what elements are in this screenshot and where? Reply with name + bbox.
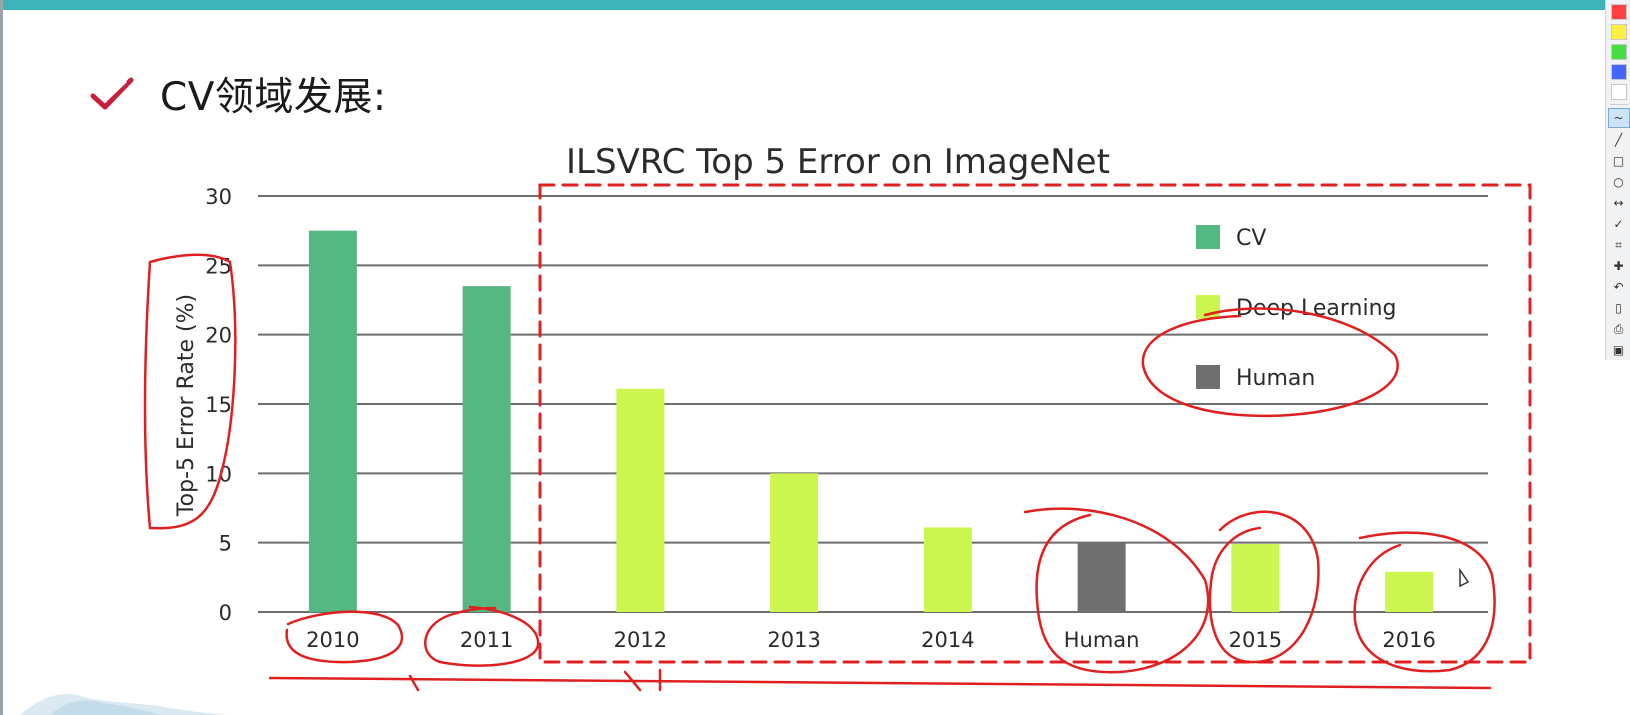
print-tool-icon[interactable]: ⎙ bbox=[1613, 321, 1624, 336]
ylabel-circle-annotation bbox=[143, 253, 237, 530]
slide-accent-bar bbox=[0, 0, 1605, 10]
circle-2016-annotation bbox=[1353, 531, 1496, 673]
x-tick-label: 2015 bbox=[1229, 628, 1282, 652]
line-tool-icon[interactable]: ╱ bbox=[1614, 133, 1623, 147]
rectangle-tool-icon[interactable]: □ bbox=[1612, 154, 1625, 168]
color-swatch-4[interactable] bbox=[1610, 84, 1627, 100]
ellipse-tool-icon[interactable]: ○ bbox=[1613, 175, 1624, 189]
y-tick-label: 0 bbox=[219, 601, 232, 625]
grid-lines bbox=[258, 195, 1488, 613]
move-tool-icon[interactable]: ✚ bbox=[1613, 259, 1624, 273]
y-axis-label: Top-5 Error Rate (%) bbox=[174, 294, 199, 517]
handwritten-annotations bbox=[143, 183, 1532, 692]
window-left-edge bbox=[0, 0, 3, 715]
bar-2015 bbox=[1231, 544, 1280, 612]
bar-2011 bbox=[462, 286, 511, 612]
y-tick-label: 30 bbox=[205, 185, 232, 209]
legend-swatch bbox=[1196, 225, 1220, 249]
circle-human-annotation bbox=[1023, 507, 1210, 674]
x-tick-label: 2014 bbox=[921, 628, 974, 652]
cursor-arrow-annotation bbox=[1459, 567, 1470, 588]
bottom-decoration bbox=[20, 694, 230, 715]
x-tick-label: Human bbox=[1064, 628, 1140, 652]
bar-2014 bbox=[923, 527, 972, 612]
bar-2012 bbox=[616, 388, 665, 612]
legend-label: Human bbox=[1236, 366, 1315, 391]
check-tool-icon[interactable]: ✓ bbox=[1613, 217, 1624, 231]
crop-tool-icon[interactable]: ⌗ bbox=[1615, 237, 1622, 252]
dashed-highlight-box bbox=[538, 183, 1532, 664]
x-tick-label: 2016 bbox=[1382, 628, 1435, 652]
arrow-tool-icon[interactable]: ↔ bbox=[1613, 196, 1624, 210]
bar-2013 bbox=[770, 473, 819, 612]
undo-tool-icon[interactable]: ↶ bbox=[1613, 280, 1624, 294]
legend-label: CV bbox=[1236, 226, 1266, 251]
toolbar-separator bbox=[1609, 104, 1628, 105]
x-tick-label: 2010 bbox=[306, 628, 359, 652]
bottom-underline-annotation bbox=[268, 676, 1492, 690]
x-tick-label: 2011 bbox=[460, 628, 513, 652]
legend-swatch bbox=[1196, 365, 1220, 389]
circle-2011-annotation bbox=[424, 605, 540, 667]
new-page-tool-icon[interactable]: ▯ bbox=[1615, 301, 1622, 315]
annotation-toolbar: ~ ╱ □ ○ ↔ ✓ ⌗ ✚ ↶ ▯ ⎙ ▣ bbox=[1605, 0, 1630, 360]
freehand-tool-icon[interactable]: ~ bbox=[1607, 108, 1630, 128]
y-tick-label: 15 bbox=[205, 393, 232, 417]
screenshot-tool-icon[interactable]: ▣ bbox=[1612, 343, 1625, 357]
x-axis-ticks: 2010 2011 2012 2013 2014 Human 2015 2016 bbox=[306, 628, 1436, 652]
bars bbox=[308, 230, 1434, 612]
bottom-tick-annotation-2 bbox=[623, 668, 662, 692]
circle-2015-annotation bbox=[1208, 510, 1320, 664]
x-tick-label: 2012 bbox=[614, 628, 667, 652]
checkmark-icon bbox=[90, 77, 134, 110]
slide-heading: CV领域发展: bbox=[90, 66, 387, 122]
legend-circle-annotation bbox=[1141, 307, 1399, 418]
circle-2010-annotation bbox=[285, 610, 404, 664]
bar-human bbox=[1077, 542, 1126, 612]
bottom-tick-annotation-1 bbox=[408, 674, 420, 692]
color-swatch-2[interactable] bbox=[1610, 44, 1627, 60]
color-swatch-3[interactable] bbox=[1610, 64, 1627, 80]
bar-2010 bbox=[308, 230, 357, 612]
bar-2016 bbox=[1385, 571, 1434, 612]
color-swatch-0[interactable] bbox=[1610, 4, 1627, 20]
chart-title: ILSVRC Top 5 Error on ImageNet bbox=[566, 142, 1110, 182]
y-tick-label: 20 bbox=[205, 324, 232, 348]
slide-heading-text: CV领域发展: bbox=[160, 75, 387, 120]
y-tick-label: 5 bbox=[219, 532, 232, 556]
color-swatch-1[interactable] bbox=[1610, 24, 1627, 40]
x-tick-label: 2013 bbox=[767, 628, 820, 652]
